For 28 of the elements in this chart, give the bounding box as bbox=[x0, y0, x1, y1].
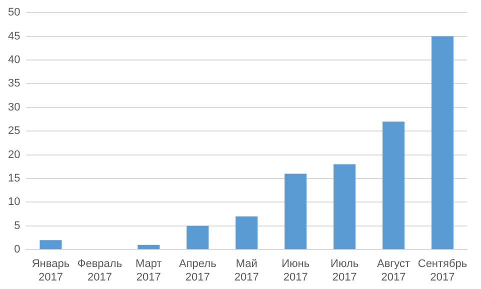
y-tick-label: 50 bbox=[8, 6, 20, 19]
bar bbox=[382, 122, 405, 250]
y-tick-label: 5 bbox=[14, 220, 20, 232]
x-tick-label: Январь 2017 bbox=[32, 258, 70, 284]
y-tick-label: 25 bbox=[8, 125, 20, 138]
y-tick-label: 35 bbox=[8, 78, 20, 90]
x-tick-label: Июль 2017 bbox=[330, 258, 359, 284]
y-tick-label: 15 bbox=[8, 172, 20, 185]
x-tick-label: Сентябрь 2017 bbox=[418, 258, 468, 284]
x-tick-label: Апрель 2017 bbox=[178, 258, 217, 284]
y-tick-label: 10 bbox=[8, 196, 20, 208]
x-tick-label: Февраль 2017 bbox=[77, 258, 122, 284]
bar bbox=[138, 244, 160, 250]
y-tick-label: 0 bbox=[14, 244, 20, 256]
x-tick-label: Март 2017 bbox=[136, 258, 162, 284]
y-tick-label: 45 bbox=[8, 30, 20, 42]
bar bbox=[236, 216, 258, 250]
bar bbox=[334, 164, 356, 250]
y-tick-label: 30 bbox=[8, 101, 20, 114]
bar bbox=[431, 36, 454, 250]
x-tick-label: Август 2017 bbox=[376, 258, 410, 284]
y-tick-label: 20 bbox=[8, 148, 20, 161]
y-tick-label: 40 bbox=[8, 54, 20, 66]
x-tick-label: Май 2017 bbox=[234, 258, 259, 284]
bar bbox=[284, 174, 307, 250]
bar bbox=[40, 240, 62, 250]
x-tick-label: Июнь 2017 bbox=[282, 258, 310, 284]
bar bbox=[186, 226, 209, 250]
